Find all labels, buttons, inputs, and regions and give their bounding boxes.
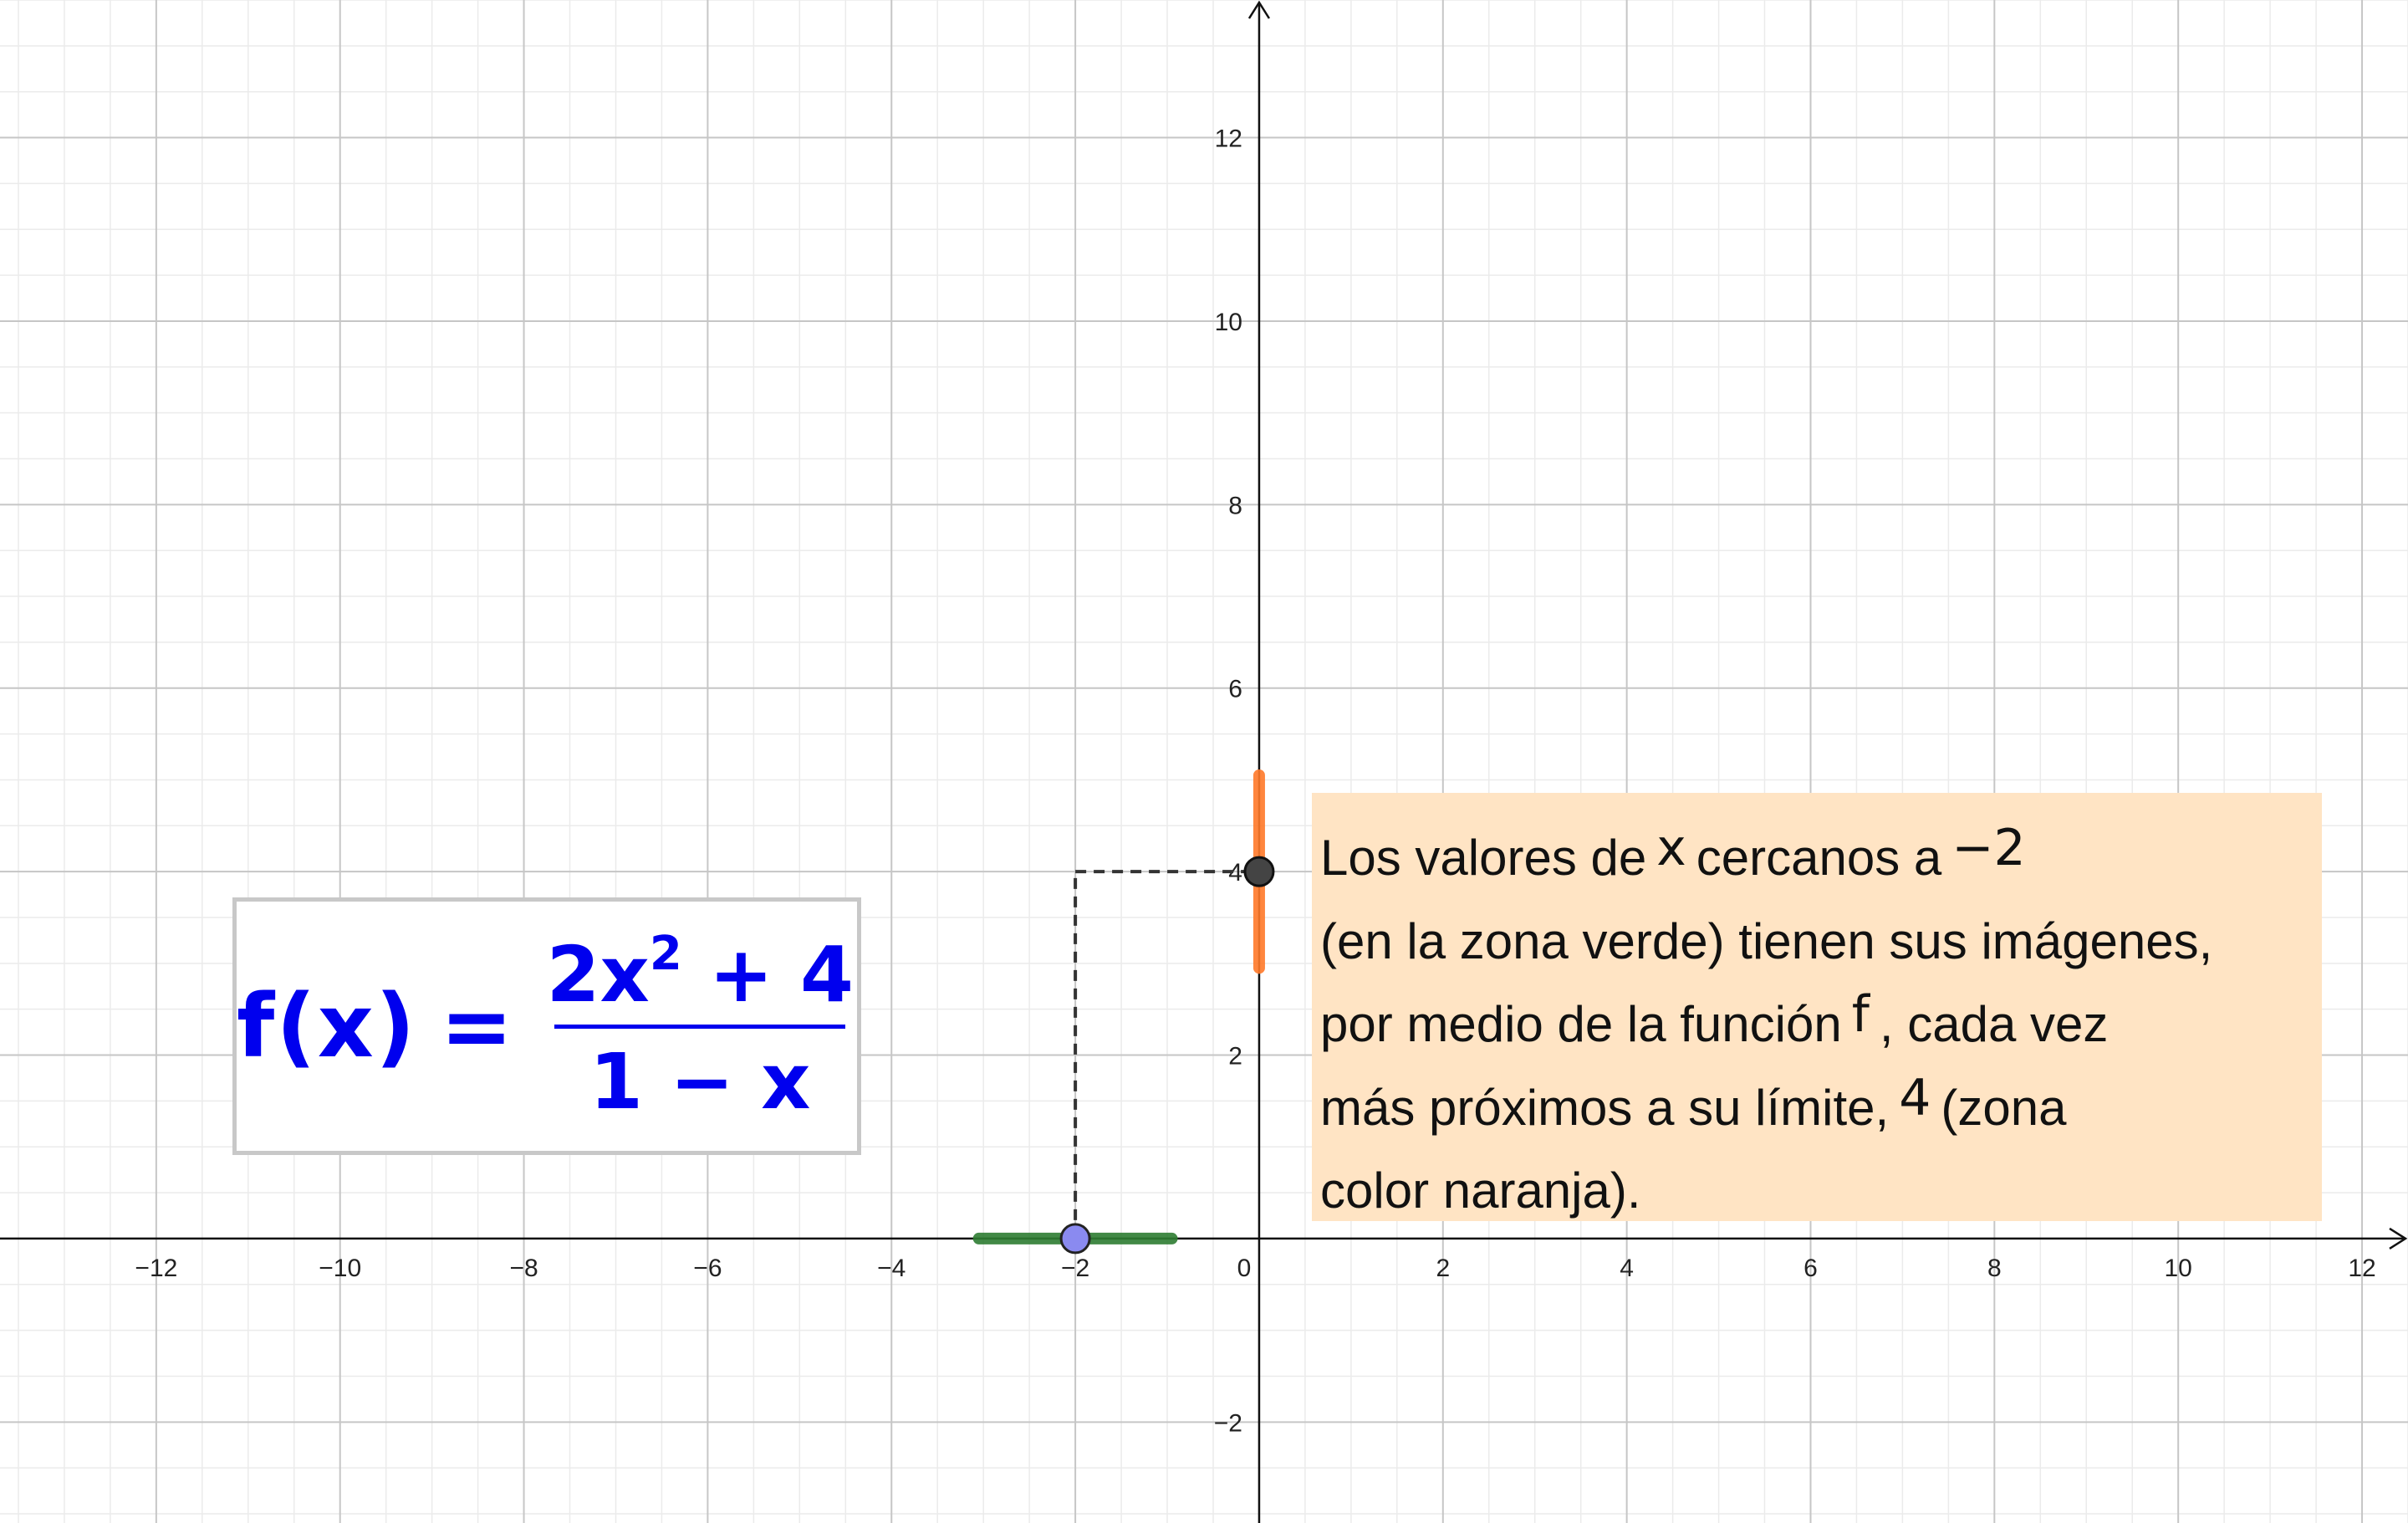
note-line-4: más próximos a su límite, 4 (zona [1320,1066,2322,1150]
note-line-3: por medio de la función f, cada vez [1320,983,2322,1066]
x-tick-label: 4 [1620,1255,1634,1282]
fraction-bar [554,1024,846,1029]
x-tick-label: −6 [693,1255,722,1282]
x-tick-label: 0 [1237,1255,1252,1282]
y-tick-label: 4 [1228,859,1242,887]
formula-lhs: f(x) [236,975,417,1077]
explanation-note: Los valores de x cercanos a −2 (en la zona … [1312,793,2322,1221]
note-math-approach-value: −2 [1951,819,2026,877]
y-tick-label: −2 [1214,1409,1242,1437]
formula-fraction: 2x2 + 4 1 − x [543,927,858,1127]
note-text: , cada vez [1879,996,2109,1052]
tick-labels: −12 −10 −8 −6 −4 −2 0 2 4 6 8 10 12 12 10 8 6 4 2 −2 [135,125,2375,1438]
point-on-x-axis[interactable] [1059,1223,1091,1255]
dashed-guides [1074,870,1259,1239]
formula-equals: = [440,975,513,1077]
note-text: (zona [1941,1079,2067,1136]
numerator-rest: + 4 [681,929,855,1020]
x-tick-label: −8 [509,1255,538,1282]
formula-numerator: 2x2 + 4 [543,927,858,1025]
numerator-exponent: 2 [649,926,682,981]
x-tick-label: 10 [2165,1255,2192,1282]
note-math-x: x [1656,819,1686,877]
note-text: más próximos a su límite, [1320,1079,1890,1136]
x-tick-label: 8 [1987,1255,2002,1282]
y-tick-label: 8 [1228,492,1242,519]
y-tick-label: 12 [1215,125,1242,153]
y-tick-label: 2 [1228,1043,1242,1071]
numerator-base: 2x [546,929,650,1020]
y-tick-label: 10 [1215,309,1242,336]
note-math-limit: 4 [1899,1068,1931,1127]
note-line-5: color naranja). [1320,1163,1641,1219]
x-tick-label: 12 [2348,1255,2375,1282]
x-tick-label: 2 [1436,1255,1450,1282]
zones [972,769,1265,1244]
x-axis-arrow [2389,1227,2408,1250]
x-tick-label: −4 [877,1255,906,1282]
note-line-2: (en la zona verde) tienen sus imágenes, [1320,912,2213,969]
formula-denominator: 1 − x [589,1036,811,1127]
point-on-y-axis [1243,856,1275,887]
formula-box: f(x) = 2x2 + 4 1 − x [232,897,861,1155]
x-tick-label: −10 [319,1255,361,1282]
note-text: Los valores de [1320,830,1647,886]
note-text: cercanos a [1696,830,1942,886]
note-math-f: f [1851,985,1870,1044]
x-tick-label: −12 [135,1255,177,1282]
points[interactable] [1059,856,1275,1255]
y-tick-label: 6 [1228,676,1242,703]
note-line-1: Los valores de x cercanos a −2 [1320,816,2322,900]
x-tick-label: 6 [1803,1255,1818,1282]
y-axis-arrow [1247,0,1271,19]
x-tick-label: −2 [1061,1255,1089,1282]
note-text: por medio de la función [1320,996,1842,1052]
